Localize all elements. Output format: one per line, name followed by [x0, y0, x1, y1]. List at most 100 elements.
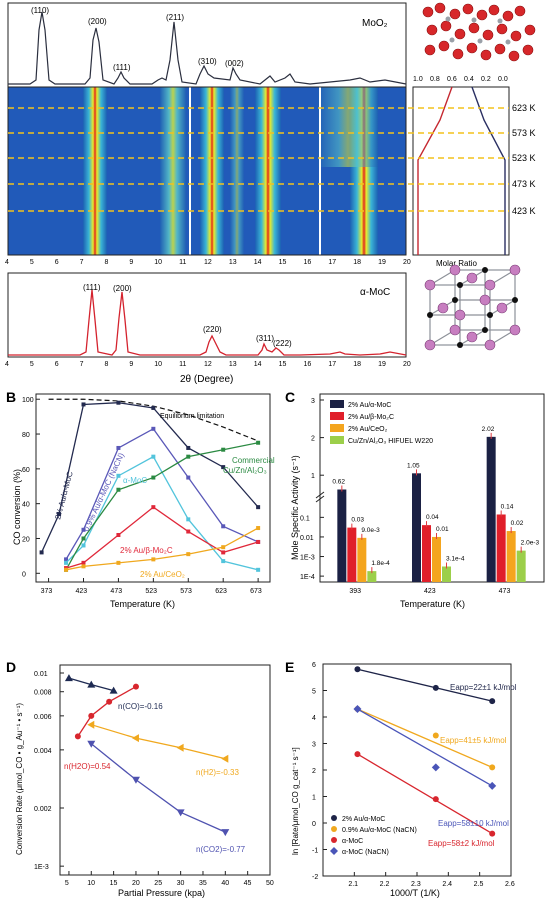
bar-value-label: 0.01: [436, 526, 449, 533]
bar-value-label: 0.02: [511, 520, 524, 527]
moo2-peak-110: (110): [31, 6, 49, 15]
x-tick-label: 5: [65, 880, 69, 887]
data-point: [116, 487, 121, 492]
bar: [432, 536, 441, 582]
ratio-tick-4: 0.4: [464, 76, 474, 83]
y-tick-label: 0.002: [34, 806, 52, 813]
two-theta-axis-label: 2θ (Degree): [180, 374, 233, 385]
ratio-tick-5: 0.2: [481, 76, 491, 83]
panel-e: E 2.1 2.2 2.3 2.4 2.5 2.6 -2 -1 0 1 2 3 4 5 6 Eapp=22±1…: [285, 659, 517, 898]
data-point: [116, 400, 121, 405]
x-tick-label: 673: [250, 588, 262, 595]
moc-xrd-trace: [8, 289, 407, 356]
temp-label-523: 523 K: [512, 153, 536, 163]
data-point: [221, 447, 226, 452]
heatmap-x-tick: 8: [105, 259, 109, 266]
heatmap-x-tick: 19: [378, 259, 386, 266]
legend-marker: [331, 815, 337, 821]
x-tick-label: 2.1: [348, 881, 358, 888]
y-tick-label: 0: [22, 571, 26, 578]
moo2-pattern-frame: [7, 2, 407, 89]
data-point: [256, 567, 261, 572]
moc-peak-200: (200): [113, 284, 132, 293]
x-tick-label: 623: [215, 588, 227, 595]
bar-value-label: 0.04: [426, 514, 439, 521]
legend-label: 2% Au/α-MoC: [348, 402, 391, 409]
x-tick-label: 2.3: [411, 881, 421, 888]
temp-label-423: 423 K: [512, 206, 536, 216]
bar: [506, 531, 516, 582]
panel-c-legend: 2% Au/α-MoC 2% Au/β-Mo₂C 2% Au/CeO₂ Cu/Zn/A…: [330, 400, 433, 445]
bar-value-label: 1.05: [407, 462, 420, 469]
panel-c-ylabel: Mole Specific Activity (s⁻¹): [290, 455, 300, 560]
activation-energy-label: Eapp=41±5 kJ/mol: [440, 736, 507, 745]
bar: [442, 566, 451, 582]
data-point: [151, 405, 156, 410]
legend-swatch: [330, 424, 344, 432]
x-tick-label: 423: [75, 588, 87, 595]
activation-energy-label: Eapp=58±2 kJ/mol: [428, 839, 495, 848]
data-point: [256, 526, 261, 531]
data-point: [116, 560, 121, 565]
moc-x-tick: 16: [304, 361, 312, 368]
moo2-crystal-structure: [417, 2, 547, 68]
panel-e-legend: 2% Au/α-MoC 0.9% Au/α-MoC (NaCN) α-MoC α-Mo…: [330, 815, 417, 856]
label-commercial-line1: Commercial: [232, 456, 275, 465]
data-point: [221, 754, 229, 763]
panel-d-plot-frame: [59, 664, 271, 876]
y-tick-label: 40: [22, 502, 30, 509]
data-point: [131, 734, 139, 743]
bar: [357, 537, 367, 582]
bar-value-label: 0.03: [351, 517, 364, 524]
x-tick-label: 573: [180, 588, 192, 595]
data-point: [151, 557, 156, 562]
panel-c-xlabel: Temperature (K): [400, 599, 465, 609]
moc-x-tick: 20: [403, 361, 411, 368]
moo2-peak-310: (310): [198, 57, 217, 66]
activation-energy-label: Eapp=22±1 kJ/mol: [450, 683, 517, 692]
panel-d-ylabel: Conversion Rate (μmol_CO • g_Au⁻¹ • s⁻¹): [15, 703, 24, 855]
heatmap-x-tick: 13: [229, 259, 237, 266]
label-n-h2: n(H2)=-0.33: [196, 768, 239, 777]
x-tick-label: 25: [154, 880, 162, 887]
label-au-ceo2: 2% Au/CeO₂: [140, 570, 185, 579]
ratio-tick-2: 0.8: [430, 76, 440, 83]
data-point: [186, 529, 191, 534]
x-tick-label: 2.4: [442, 881, 452, 888]
molar-ratio-label: Molar Ratio: [436, 259, 477, 268]
data-point: [64, 560, 69, 565]
panel-c-label: C: [285, 389, 295, 405]
data-point: [176, 809, 185, 817]
y-tick-label: 1E-3: [300, 555, 315, 562]
data-point: [256, 440, 261, 445]
y-tick-label: 0.01: [34, 671, 48, 678]
data-point: [186, 552, 191, 557]
data-point: [256, 505, 261, 510]
moc-x-tick: 6: [55, 361, 59, 368]
moc-x-tick: 9: [129, 361, 133, 368]
fit-line: [357, 753, 493, 835]
data-point: [39, 550, 44, 555]
y-tick-label: 60: [22, 467, 30, 474]
y-tick-label: 1E-4: [300, 574, 315, 581]
panel-d-label: D: [6, 659, 16, 675]
data-point: [221, 550, 226, 555]
data-point: [87, 720, 95, 729]
data-point: [354, 666, 361, 673]
y-tick-label: 80: [22, 432, 30, 439]
panel-b-xlabel: Temperature (K): [110, 599, 175, 609]
moc-x-tick: 11: [179, 361, 186, 368]
moo2-peak-002: (002): [225, 59, 244, 68]
data-point: [116, 445, 121, 450]
molar-ratio-panel: 1.0 0.8 0.6 0.4 0.2 0.0 Molar Ratio: [412, 76, 510, 268]
legend-marker: [331, 826, 337, 832]
data-point: [64, 567, 69, 572]
data-point: [57, 512, 62, 517]
data-point: [221, 559, 226, 564]
x-tick-label: 2.6: [505, 881, 515, 888]
x-tick-label: 10: [87, 880, 95, 887]
heatmap-x-tick: 16: [304, 259, 312, 266]
data-point: [131, 776, 140, 784]
data-point: [106, 698, 113, 705]
